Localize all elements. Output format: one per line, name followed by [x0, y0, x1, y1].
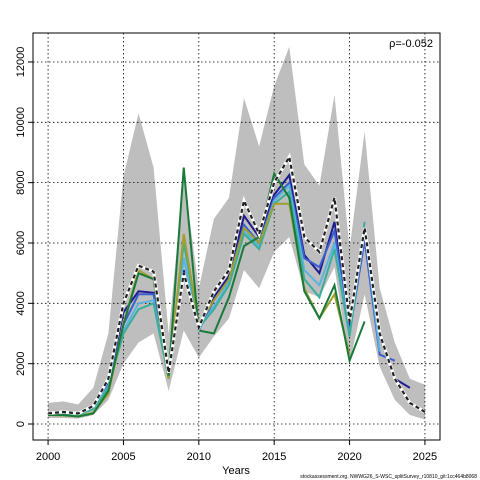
y-tick-label: 2000	[15, 351, 27, 375]
y-tick-label: 10000	[15, 107, 27, 138]
y-tick-label: 0	[15, 421, 27, 427]
x-tick-label: 2015	[262, 451, 286, 463]
y-tick-label: 12000	[15, 47, 27, 78]
x-axis-label: Years	[222, 465, 250, 477]
footer: stockassessment.org, NWWG26_S-WSC_splitS…	[300, 474, 477, 480]
annotation: ρ=-0.052	[389, 38, 433, 50]
x-tick-label: 2010	[187, 451, 211, 463]
y-tick-label: 6000	[15, 231, 27, 255]
series-line	[48, 167, 366, 418]
x-tick-label: 2005	[111, 451, 135, 463]
series-line	[47, 153, 426, 415]
series-line	[47, 189, 366, 416]
x-tick-label: 2020	[337, 451, 361, 463]
y-tick-label: 4000	[15, 291, 27, 315]
y-tick-label: 8000	[15, 170, 27, 194]
plot-frame	[32, 32, 441, 441]
x-tick-label: 2025	[413, 451, 437, 463]
x-tick-label: 2000	[36, 451, 60, 463]
